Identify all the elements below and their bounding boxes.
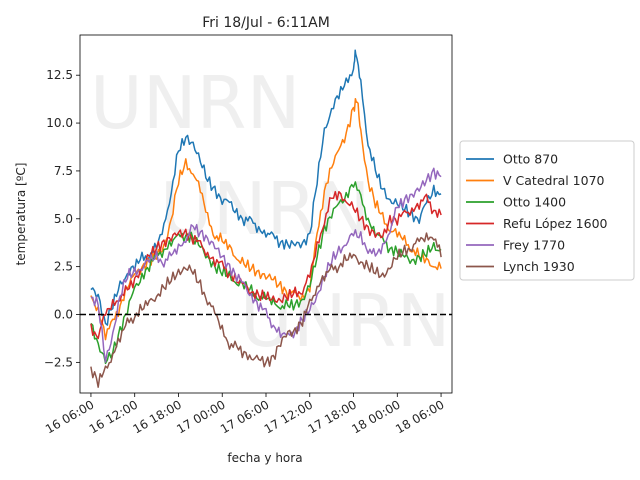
- watermark-text: UNRN: [240, 279, 450, 363]
- y-tick-label: 7.5: [54, 164, 73, 178]
- legend: Otto 870 V Catedral 1070 Otto 1400 Refu Lóp…: [459, 140, 635, 281]
- series-line-refu-l-pez-1600: [90, 190, 442, 340]
- legend-items: Otto 870 V Catedral 1070 Otto 1400 Refu Lóp…: [466, 152, 608, 274]
- legend-label: Frey 1770: [503, 238, 565, 253]
- watermark-text: UNRN: [90, 61, 300, 145]
- series-line-lynch-1930: [90, 232, 442, 388]
- y-tick-label: 10.0: [46, 116, 73, 130]
- watermark-group: UNRN UNRN UNRN: [90, 61, 450, 363]
- series-line-otto-870: [90, 49, 442, 326]
- y-tick-label: −2.5: [44, 355, 73, 369]
- series-layer: [90, 49, 442, 388]
- legend-label: V Catedral 1070: [503, 173, 605, 188]
- y-tick-label: 12.5: [46, 68, 73, 82]
- legend-label: Lynch 1930: [503, 259, 575, 274]
- legend-frame: [459, 140, 635, 281]
- legend-label: Otto 1400: [503, 195, 566, 210]
- x-axis-title: fecha y hora: [227, 451, 302, 465]
- y-axis-title: temperatura [ºC]: [14, 163, 28, 266]
- y-tick-label: 2.5: [54, 260, 73, 274]
- chart-title: Fri 18/Jul - 6:11AM: [202, 15, 330, 31]
- series-line-frey-1770: [90, 167, 442, 363]
- y-tick-label: 5.0: [54, 212, 73, 226]
- legend-label: Refu López 1600: [503, 216, 608, 231]
- y-tick-label: 0.0: [54, 308, 73, 322]
- y-axis: −2.5 0.0 2.5 5.0 7.5 10.0 12.5: [44, 68, 80, 369]
- legend-label: Otto 870: [503, 152, 558, 167]
